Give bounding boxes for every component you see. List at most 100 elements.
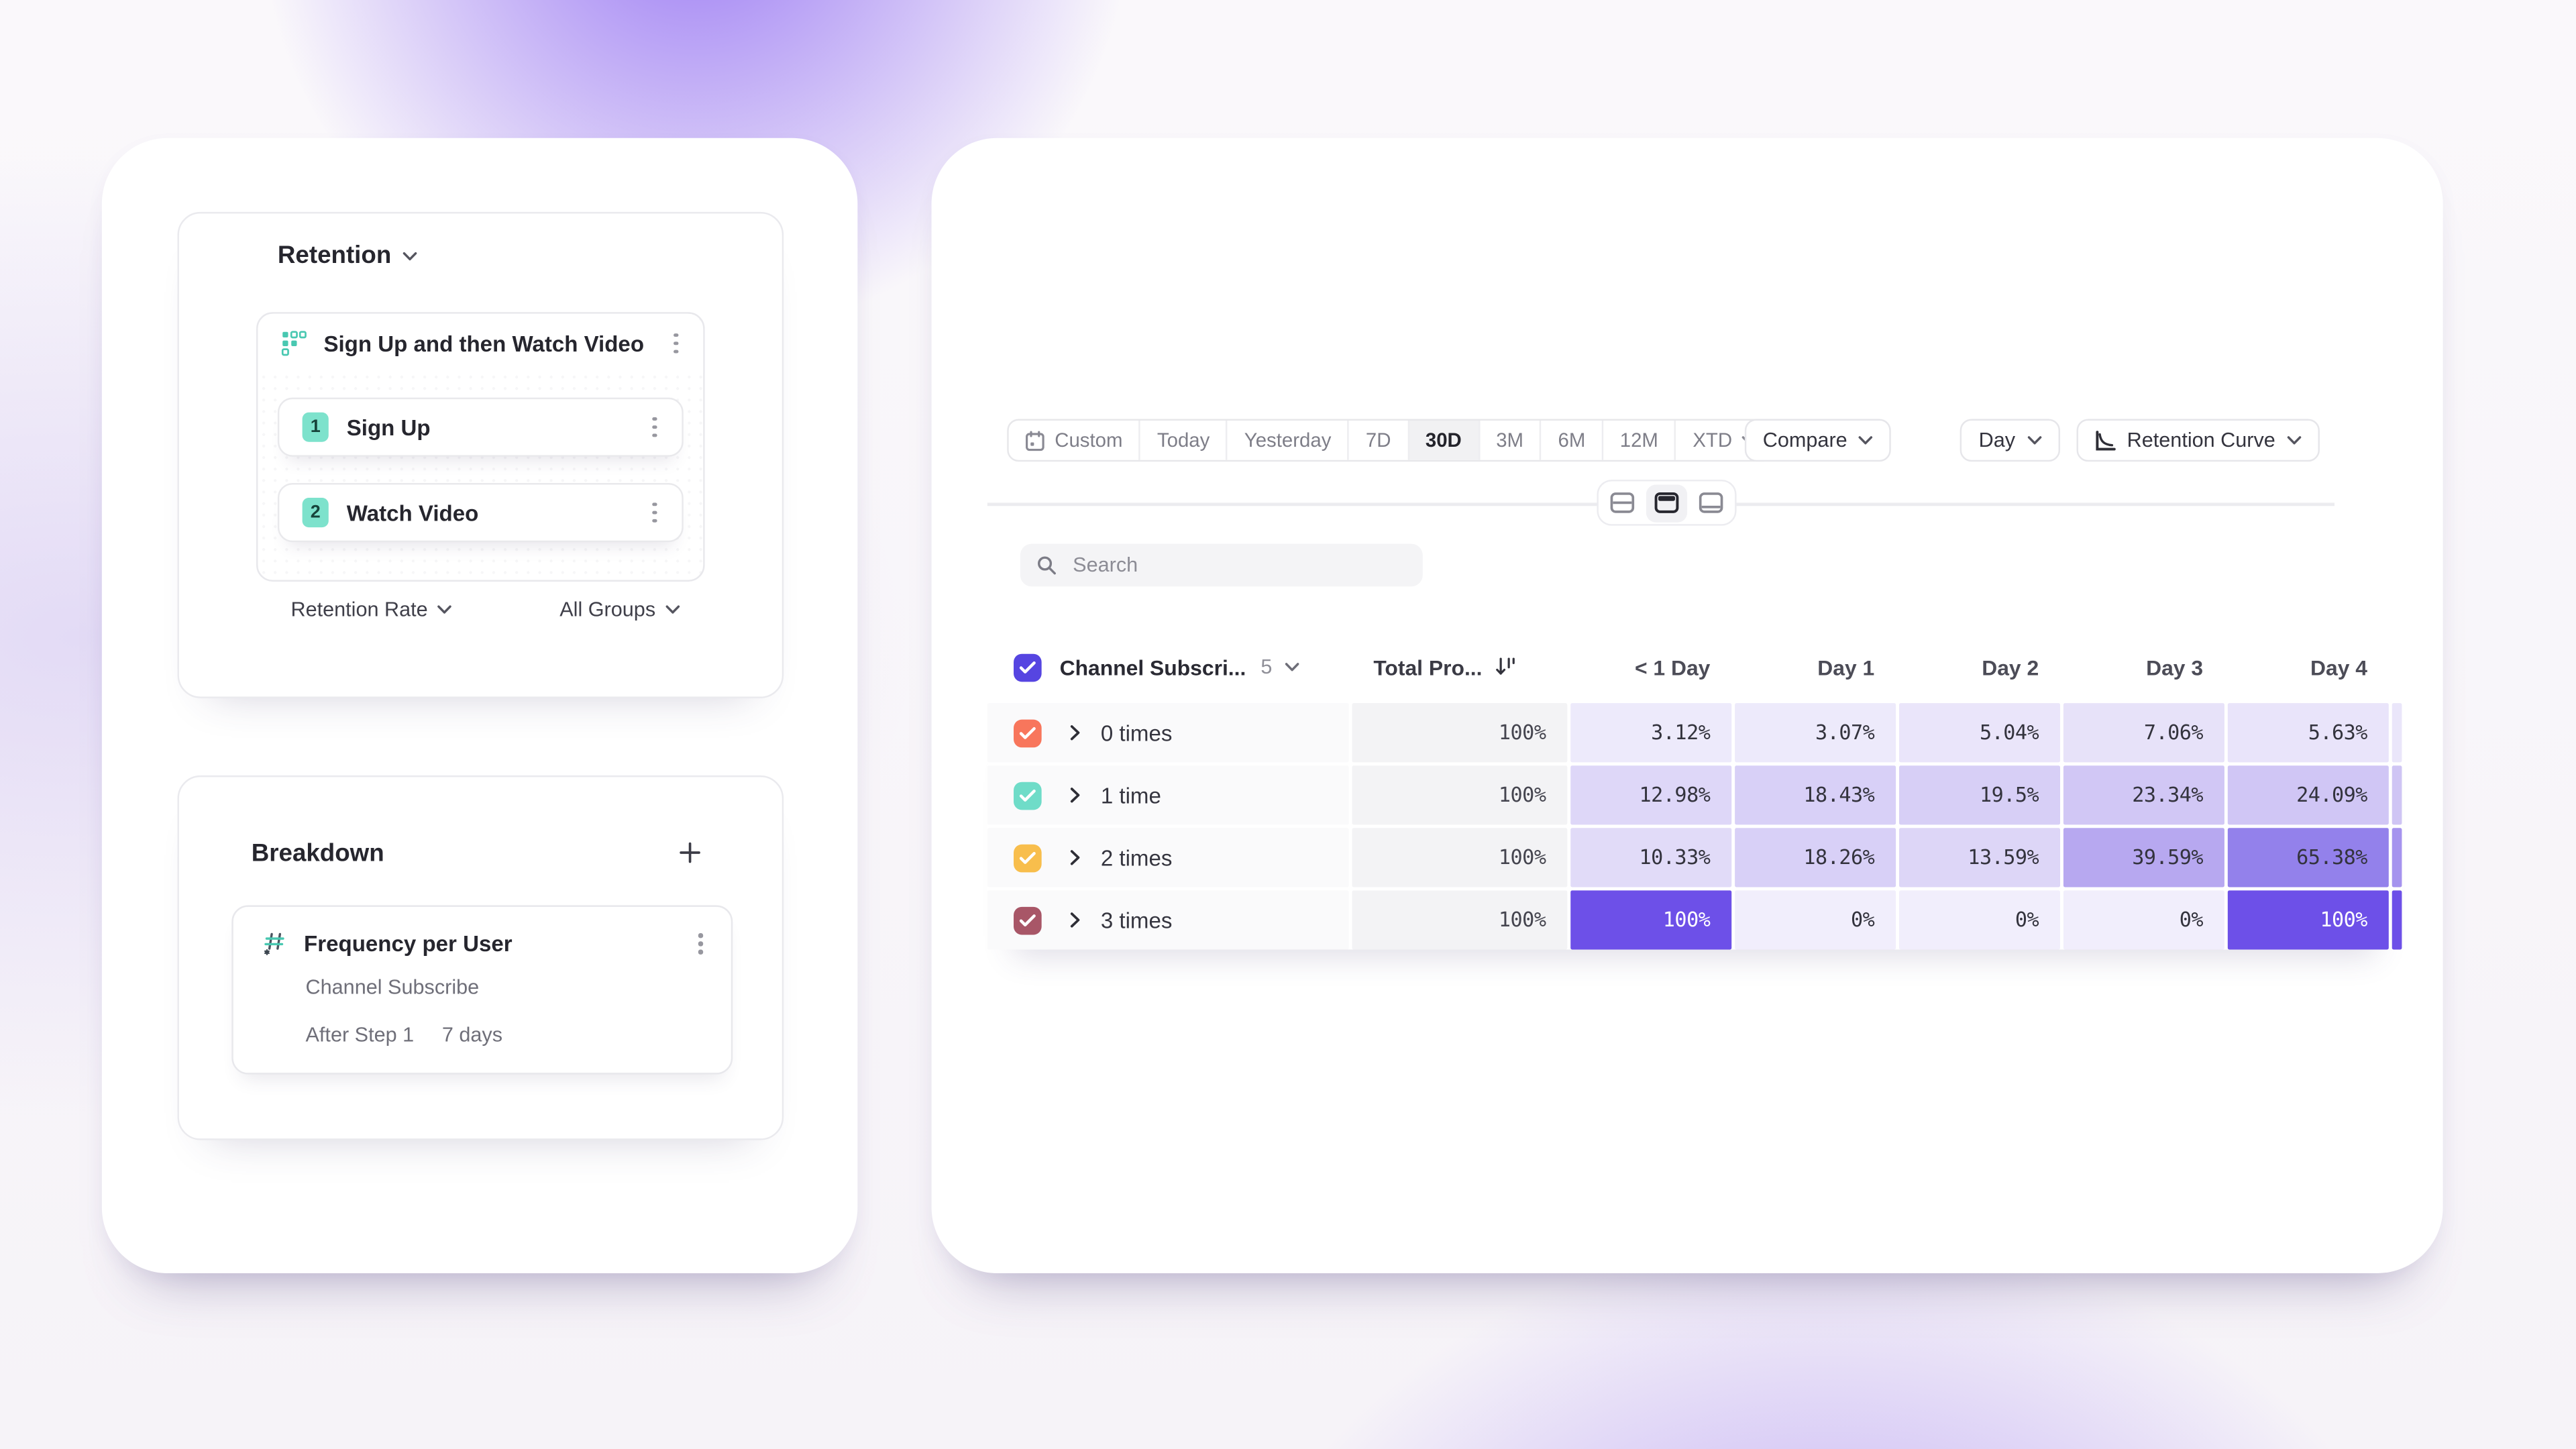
row-checkbox[interactable] (1014, 843, 1042, 872)
row-label-cell: 3 times (987, 890, 1349, 950)
date-range-label: Today (1157, 429, 1210, 452)
kebab-menu-icon[interactable] (669, 328, 684, 359)
chart-controls: Day Retention Curve (1960, 419, 2320, 462)
retention-cell-partial (2392, 828, 2402, 888)
table-header-row: Channel Subscri... 5 Total Pro... < 1 Da… (987, 645, 2402, 688)
chevron-down-icon (2027, 435, 2041, 445)
retention-cell: 39.59% (2063, 828, 2224, 888)
funnel-step[interactable]: 1 Sign Up (277, 397, 684, 457)
date-range-today[interactable]: Today (1138, 420, 1226, 460)
kebab-menu-icon[interactable] (648, 497, 662, 528)
day-column-header[interactable]: Day 4 (2310, 654, 2367, 680)
report-type-dropdown[interactable]: Retention (278, 241, 418, 270)
report-card: Custom Today Yesterday 7D 30D 3M 6M 12M XTD Comp… (931, 138, 2443, 1273)
retention-cell: 0% (1735, 890, 1896, 950)
retention-cell: 5.63% (2227, 703, 2389, 763)
view-toggle-table-icon[interactable] (1646, 484, 1688, 522)
breakdown-column-label[interactable]: Channel Subscri... (1059, 654, 1246, 680)
report-type-label: Retention (277, 241, 392, 270)
total-cell: 100% (1352, 890, 1568, 950)
calendar-icon (1025, 429, 1044, 451)
compare-button[interactable]: Compare (1744, 419, 1892, 462)
breakdown-item-event: Channel Subscribe (305, 975, 480, 999)
day-column-header[interactable]: Day 1 (1817, 654, 1875, 680)
row-checkbox[interactable] (1014, 718, 1042, 747)
granularity-button[interactable]: Day (1960, 419, 2060, 462)
after-step-label[interactable]: After Step 1 (305, 1023, 415, 1047)
kebab-menu-icon[interactable] (694, 928, 708, 959)
retention-cell: 100% (1570, 890, 1732, 950)
retention-cell: 12.98% (1570, 765, 1732, 825)
breakdown-title: Breakdown (251, 839, 384, 867)
total-cell: 100% (1352, 828, 1568, 888)
day-column-header[interactable]: Day 2 (1982, 654, 2039, 680)
breakdown-item-card[interactable]: Frequency per User Channel Subscribe Aft… (231, 905, 733, 1075)
retention-cell: 5.04% (1899, 703, 2061, 763)
date-range-label: XTD (1693, 429, 1733, 452)
table-row: 2 times 100% 10.33% 18.26% 13.59% 39.59% 65.38… (987, 828, 2402, 888)
search-input[interactable] (1069, 551, 1407, 579)
retention-cell: 65.38% (2227, 828, 2389, 888)
date-range-label: 7D (1365, 429, 1391, 452)
chevron-right-icon[interactable] (1069, 724, 1081, 741)
granularity-label: Day (1978, 429, 2016, 452)
groups-label: All Groups (559, 598, 656, 621)
chevron-down-icon (2287, 435, 2302, 445)
breakdown-item-header: Frequency per User (233, 907, 731, 959)
funnel-step[interactable]: 2 Watch Video (277, 483, 684, 543)
select-all-checkbox[interactable] (1014, 653, 1042, 682)
retention-cell-partial (2392, 890, 2402, 950)
number-property-icon (261, 930, 287, 958)
row-checkbox[interactable] (1014, 906, 1042, 934)
retention-cell: 13.59% (1899, 828, 2061, 888)
row-label: 1 time (1100, 782, 1161, 808)
total-cell: 100% (1352, 703, 1568, 763)
funnel-steps-list: 1 Sign Up 2 Watch Video (277, 397, 684, 543)
chevron-right-icon[interactable] (1069, 912, 1081, 928)
breakdown-item-title: Frequency per User (304, 931, 513, 957)
chevron-right-icon[interactable] (1069, 849, 1081, 865)
step-label: Watch Video (346, 500, 479, 525)
row-label: 0 times (1100, 720, 1173, 745)
date-range-3m[interactable]: 3M (1478, 420, 1540, 460)
event-group-title: Sign Up and then Watch Video (323, 331, 645, 356)
search-icon (1036, 555, 1056, 575)
chevron-down-icon (402, 250, 417, 260)
day-column-header[interactable]: Day 3 (2146, 654, 2204, 680)
date-range-label: Custom (1055, 429, 1123, 452)
after-step-value[interactable]: 7 days (441, 1023, 503, 1047)
date-range-12m[interactable]: 12M (1601, 420, 1675, 460)
chevron-right-icon[interactable] (1069, 787, 1081, 803)
date-range-30d[interactable]: 30D (1407, 420, 1479, 460)
group-header-cell: Channel Subscri... 5 (987, 653, 1349, 682)
retention-cell: 3.12% (1570, 703, 1732, 763)
event-group-header[interactable]: Sign Up and then Watch Video (258, 313, 704, 373)
total-column-header[interactable]: Total Pro... (1352, 655, 1568, 680)
view-toggle-chart-icon[interactable] (1690, 484, 1731, 521)
date-range-custom[interactable]: Custom (1009, 421, 1139, 460)
date-range-label: 12M (1619, 429, 1658, 452)
add-breakdown-button[interactable] (674, 837, 706, 869)
metric-dropdown[interactable]: Retention Rate (290, 598, 452, 621)
date-range-label: 3M (1496, 429, 1524, 452)
chart-type-button[interactable]: Retention Curve (2076, 419, 2320, 462)
retention-table-body: 0 times 100% 3.12% 3.07% 5.04% 7.06% 5.63% 1 ti… (987, 703, 2402, 950)
kebab-menu-icon[interactable] (648, 412, 662, 443)
day-column-header[interactable]: < 1 Day (1634, 654, 1711, 680)
row-checkbox[interactable] (1014, 781, 1042, 810)
retention-cell: 7.06% (2063, 703, 2224, 763)
view-toggle-split-icon[interactable] (1602, 484, 1643, 521)
table-row: 3 times 100% 100% 0% 0% 0% 100% (987, 890, 2402, 950)
chevron-down-icon[interactable] (1285, 662, 1300, 672)
date-range-6m[interactable]: 6M (1540, 420, 1602, 460)
table-row: 0 times 100% 3.12% 3.07% 5.04% 7.06% 5.63% (987, 703, 2402, 763)
date-range-7d[interactable]: 7D (1347, 420, 1407, 460)
breakdown-item-config: After Step 1 7 days (306, 1024, 503, 1046)
row-label: 2 times (1100, 845, 1173, 870)
date-range-yesterday[interactable]: Yesterday (1226, 420, 1348, 460)
date-range-xtd[interactable]: XTD (1674, 420, 1773, 460)
groups-dropdown[interactable]: All Groups (559, 598, 680, 621)
chevron-down-icon (1859, 435, 1874, 445)
total-cell: 100% (1352, 765, 1568, 825)
